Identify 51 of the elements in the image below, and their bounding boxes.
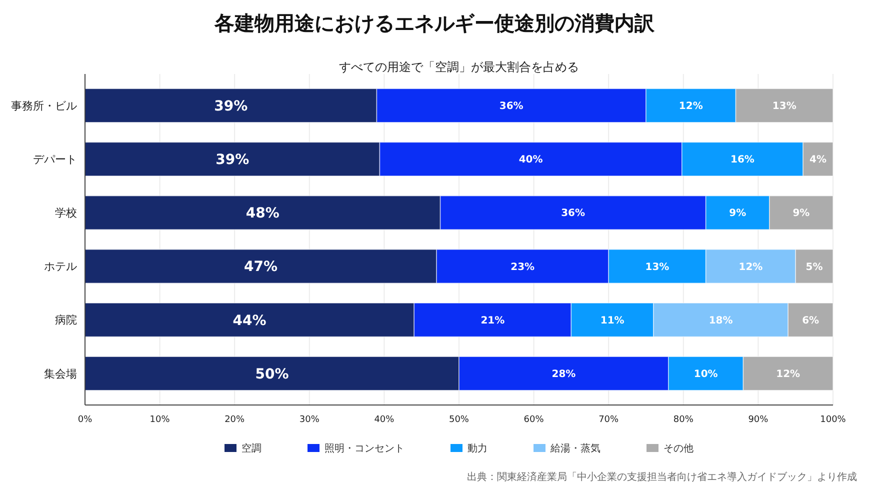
data-label: 5% — [806, 262, 823, 273]
data-label: 10% — [694, 368, 718, 380]
y-tick-label: ホテル — [44, 260, 77, 274]
x-tick-label: 10% — [150, 415, 170, 425]
source-note: 出典：関東経済産業局「中小企業の支援担当者向け省エネ導入ガイドブック」より作成 — [467, 471, 857, 483]
x-tick-label: 90% — [748, 415, 769, 425]
data-label: 6% — [802, 315, 820, 326]
x-tick-label: 50% — [448, 415, 470, 425]
data-label: 21% — [480, 315, 505, 326]
data-label: 11% — [600, 315, 624, 326]
data-label: 12% — [678, 101, 703, 112]
legend-label: 動力 — [468, 442, 488, 454]
data-label: 13% — [772, 101, 796, 112]
data-label: 18% — [708, 315, 733, 326]
data-label: 36% — [499, 101, 524, 112]
data-label: 9% — [729, 208, 746, 220]
legend-label: その他 — [664, 442, 694, 454]
x-tick-label: 30% — [299, 415, 320, 425]
data-label: 39% — [216, 152, 250, 168]
data-label: 28% — [552, 368, 576, 380]
data-label: 40% — [518, 154, 543, 166]
y-tick-label: 病院 — [55, 314, 77, 327]
x-tick-label: 20% — [224, 415, 246, 425]
chart-subtitle: すべての用途で「空調」が最大割合を占める — [339, 60, 579, 74]
y-tick-label: 集会場 — [44, 367, 77, 380]
chart-title: 各建物用途におけるエネルギー使途別の消費内訳 — [214, 11, 656, 35]
legend-label: 給湯・蒸気 — [550, 442, 600, 454]
data-label: 48% — [246, 206, 280, 222]
legend-label: 照明・コンセント — [324, 444, 404, 454]
data-label: 50% — [255, 366, 289, 382]
data-label: 39% — [214, 98, 248, 114]
y-tick-label: 事務所・ビル — [11, 99, 77, 112]
data-label: 13% — [645, 262, 670, 273]
data-label: 9% — [792, 208, 810, 220]
legend-label: 空調 — [242, 442, 262, 454]
y-tick-label: 学校 — [55, 206, 77, 220]
x-tick-label: 60% — [524, 415, 544, 425]
data-label: 4% — [810, 154, 827, 166]
data-label: 36% — [561, 208, 586, 220]
data-label: 23% — [510, 262, 535, 273]
x-tick-label: 40% — [374, 415, 395, 425]
data-label: 12% — [776, 368, 800, 380]
x-tick-label: 0% — [78, 415, 93, 425]
x-tick-label: 100% — [820, 415, 846, 425]
x-tick-label: 80% — [673, 415, 694, 425]
x-tick-label: 70% — [598, 415, 620, 425]
data-label: 44% — [232, 312, 266, 329]
data-label: 47% — [244, 259, 278, 276]
data-label: 12% — [738, 262, 763, 273]
y-tick-label: デパート — [33, 152, 77, 166]
data-label: 16% — [730, 154, 754, 166]
